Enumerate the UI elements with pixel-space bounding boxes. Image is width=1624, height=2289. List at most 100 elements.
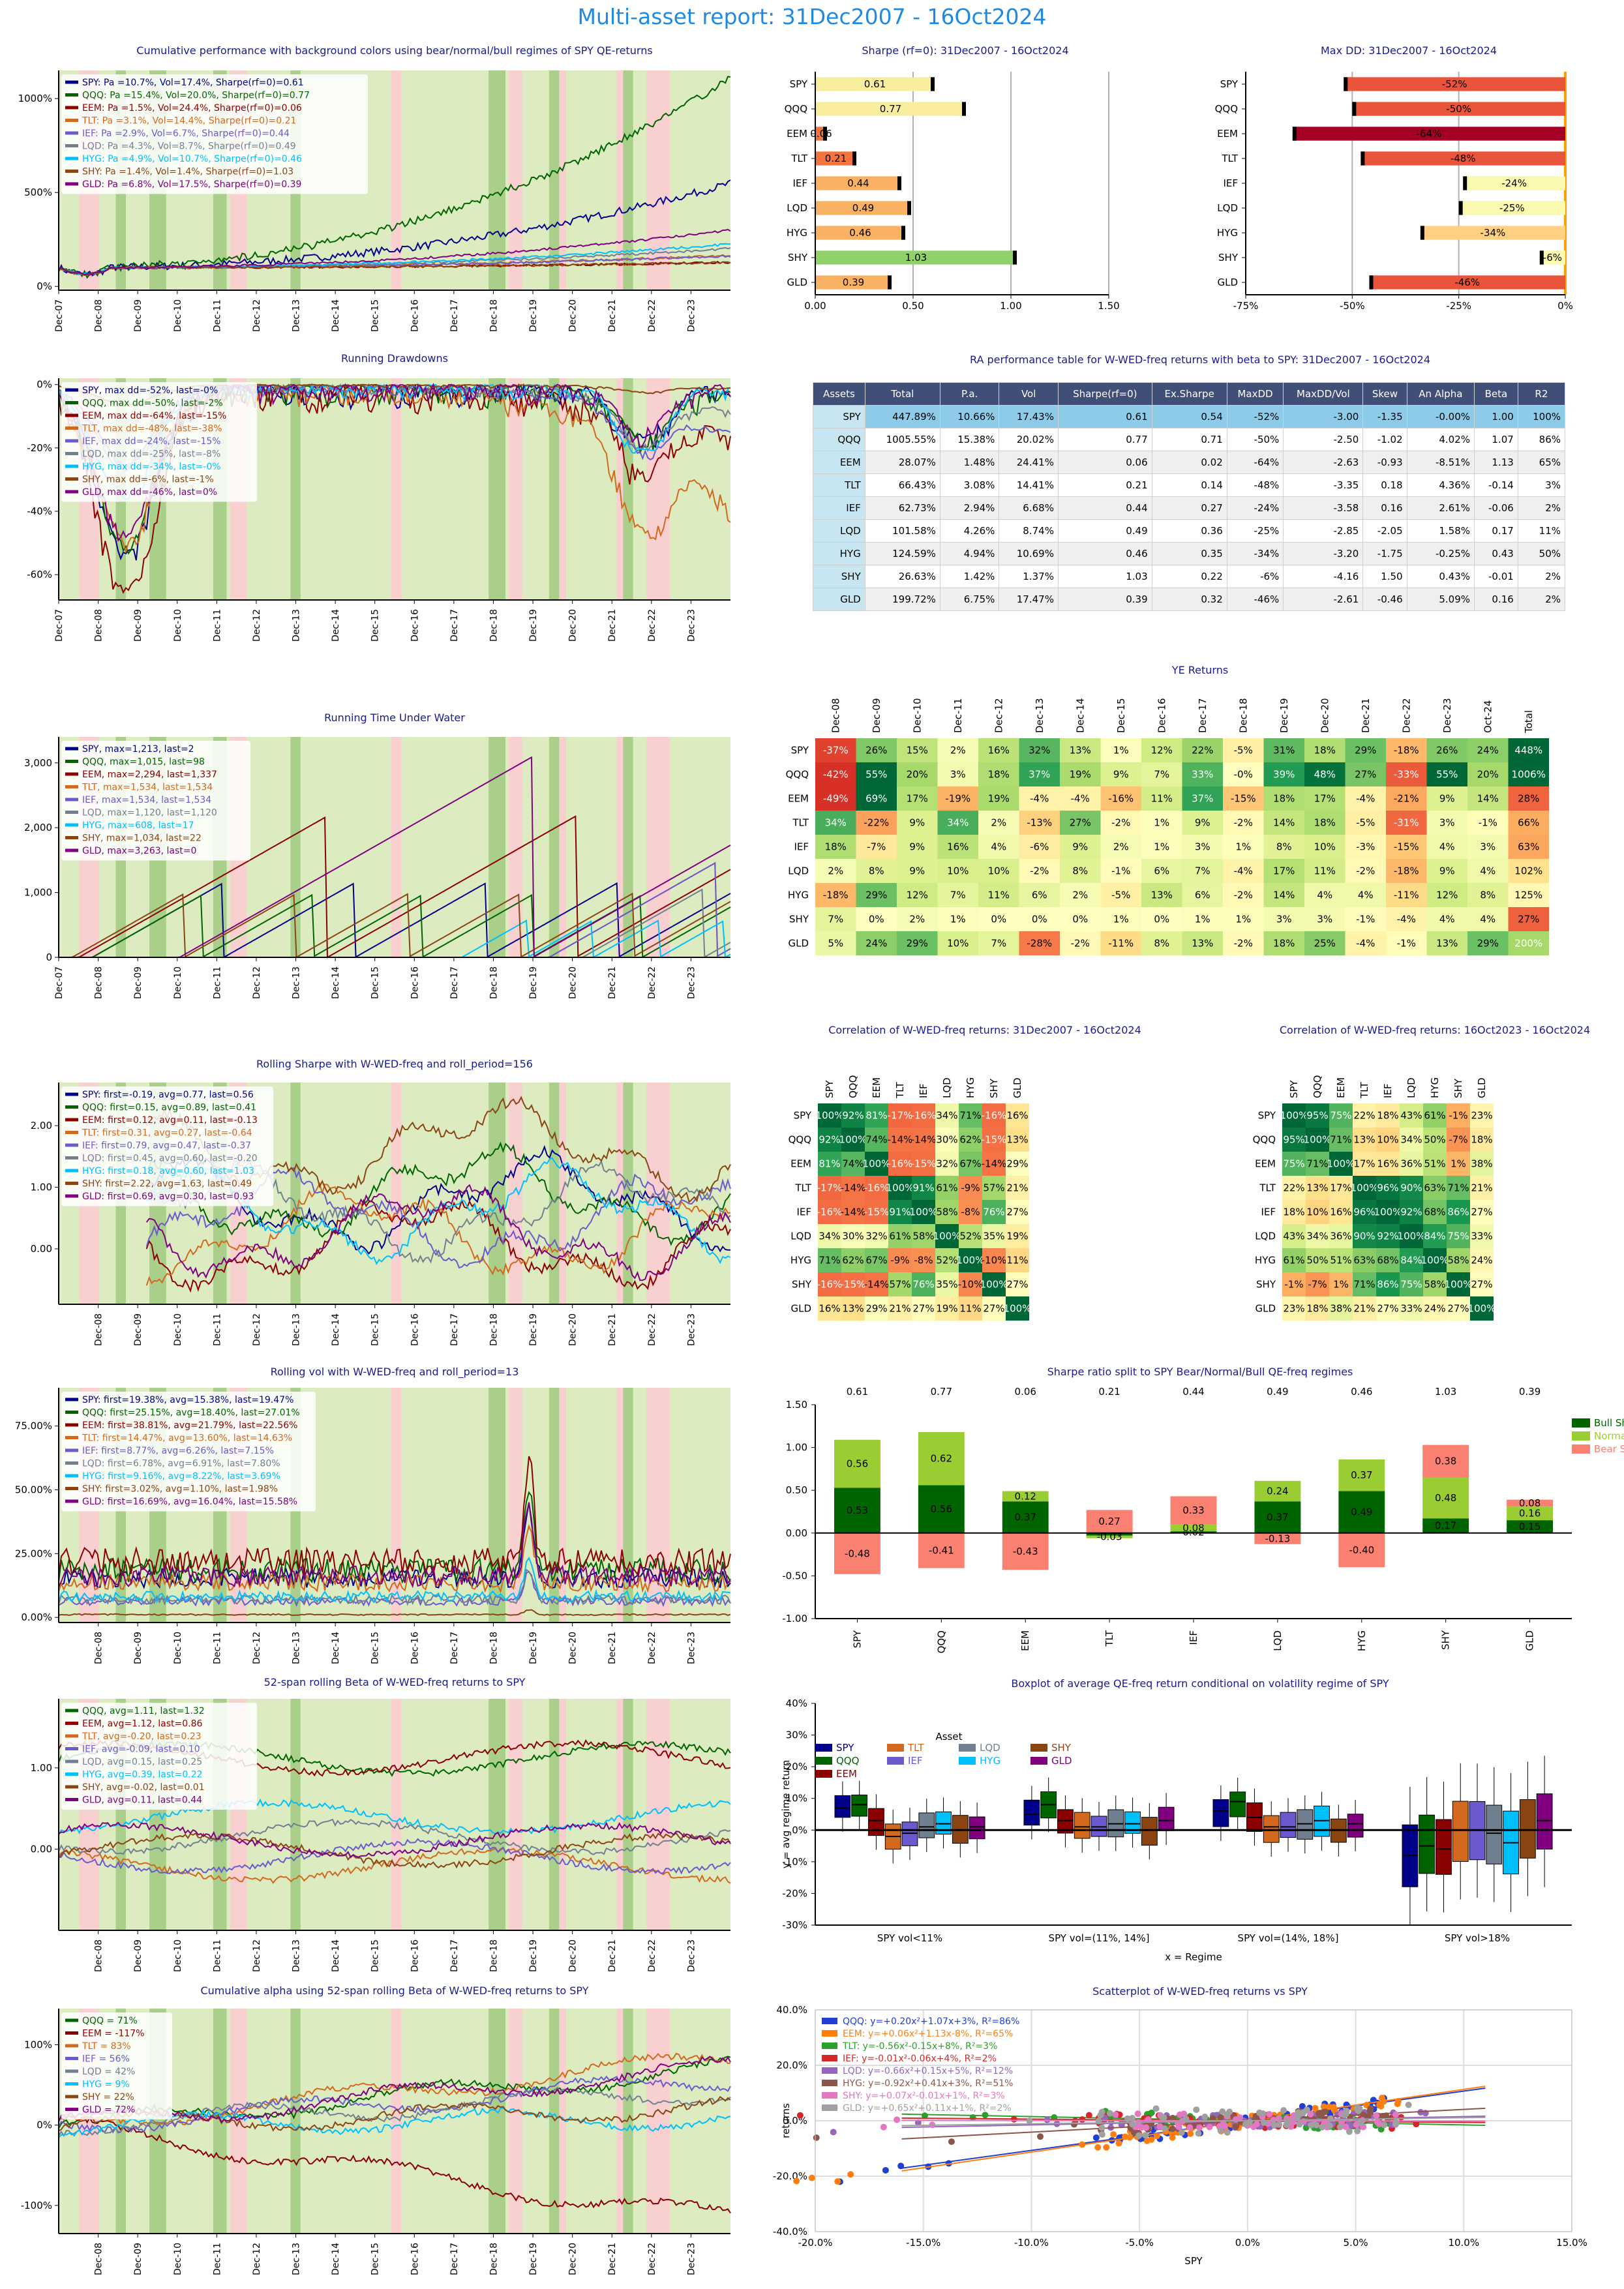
bear-regime-band: [559, 737, 566, 957]
heatmap-value: -11%: [1394, 890, 1419, 901]
x-tick-label: Dec-15: [370, 2243, 381, 2275]
row-header: EEM: [813, 451, 865, 474]
x-tick-label: Dec-07: [54, 966, 65, 999]
heatmap-value: 63%: [1518, 841, 1539, 853]
legend-entry: EEM: Pa =1.5%, Vol=24.4%, Sharpe(rf=0)=0…: [82, 103, 302, 113]
heatmap-cell: [1006, 1296, 1029, 1321]
bear-regime-band: [616, 1083, 624, 1304]
bar-bear-sharpe: [1422, 1444, 1469, 1478]
bar-normal-sharpe: [1002, 1491, 1049, 1502]
series-line-QQQ: [58, 76, 731, 279]
x-tick-label: Dec-21: [607, 966, 618, 999]
scatter-point: [1137, 2124, 1145, 2131]
table-cell: 5.09%: [1406, 588, 1475, 611]
heatmap-value: 74%: [842, 1158, 864, 1170]
table-cell: 14.41%: [999, 473, 1059, 497]
heatmap-value: 125%: [1514, 890, 1542, 901]
heatmap-cell: [1263, 859, 1304, 883]
heatmap-cell: [1223, 931, 1264, 955]
legend-entry: TLT, max=1,534, last=1,534: [82, 783, 213, 793]
bar-value-label: -6%: [1543, 252, 1562, 263]
bar-value-label: 0.33: [1182, 1504, 1204, 1516]
heatmap-cell: [1141, 811, 1182, 835]
legend-entry: SHY: [1051, 1742, 1072, 1754]
heatmap-cell: [897, 762, 938, 786]
heatmap-value: -15%: [1394, 841, 1419, 853]
heatmap-value: 92%: [1400, 1206, 1422, 1218]
heatmap-cell: [1306, 1272, 1329, 1296]
bear-regime-band: [646, 1083, 670, 1304]
table-cell: -2.50: [1283, 428, 1364, 451]
series-line-SHY: [59, 892, 731, 959]
total-label: 0.06: [1015, 1386, 1036, 1398]
x-tick-label: Dec-12: [252, 1632, 262, 1664]
x-tick-label: Dec-21: [607, 1939, 618, 1972]
bull-regime-band: [489, 2009, 505, 2234]
heatmap-value: 71%: [1353, 1279, 1375, 1291]
column-header: IEF: [918, 1083, 929, 1098]
table-cell: 0.16: [1362, 496, 1407, 520]
column-header: Dec-18: [1237, 698, 1249, 733]
heatmap-value: 1%: [1235, 914, 1251, 925]
scatter-point: [1284, 2117, 1291, 2125]
legend-entry: EEM: first=0.12, avg=0.11, last=-0.13: [82, 1115, 258, 1126]
bull-regime-band: [489, 1699, 505, 1930]
heatmap-cell: [865, 1272, 888, 1296]
bar-value-label: 0.46: [849, 227, 871, 239]
heatmap-cell: [1426, 811, 1467, 835]
legend-swatch: [959, 1744, 976, 1752]
heatmap-value: 100%: [1004, 1303, 1032, 1315]
legend-entry: HYG: first=9.16%, avg=8.22%, last=3.69%: [82, 1471, 280, 1482]
box-QQQ: [851, 1794, 868, 1817]
box-SPY: [1023, 1799, 1040, 1826]
heatmap-cell: [1508, 931, 1549, 955]
table-row: TLT 66.43% 3.08% 14.41% 0.21 0.14 -48% -3.35 0.1…: [813, 473, 1566, 497]
heatmap-value: 4%: [1480, 865, 1496, 877]
series-line-GLD: [58, 228, 731, 276]
x-tick-label: Dec-09: [133, 1939, 143, 1972]
scatter-point: [1129, 2115, 1136, 2122]
heatmap-cell: [856, 907, 897, 931]
row-header: TLT: [813, 473, 865, 497]
box-EEM: [868, 1808, 884, 1836]
row-header: EEM: [1255, 1158, 1276, 1170]
heatmap-cell: [1282, 1103, 1306, 1128]
heatmap-value: -16%: [888, 1158, 913, 1170]
heatmap-cell: [1467, 907, 1509, 931]
bull-regime-band: [489, 70, 505, 290]
bar-value-label: 0.08: [1182, 1522, 1204, 1534]
heatmap-cell: [1182, 835, 1223, 859]
heatmap-cell: [841, 1200, 865, 1224]
x-tick-label: Dec-14: [331, 1939, 341, 1972]
heatmap-cell: [1386, 931, 1427, 955]
heatmap-cell: [1182, 907, 1223, 931]
scatter-point: [1037, 2133, 1044, 2140]
table-cell: 101.58%: [864, 519, 940, 543]
heatmap-cell: [1306, 1176, 1329, 1200]
scatter-point: [1342, 2123, 1349, 2131]
legend-box: [61, 1086, 273, 1206]
heatmap-value: -15%: [982, 1134, 1007, 1146]
heatmap-cell: [1282, 1296, 1306, 1321]
heatmap-cell: [1006, 1176, 1029, 1200]
y-tick-label: 3,000: [24, 757, 52, 769]
heatmap-cell: [1386, 883, 1427, 907]
bear-regime-band: [616, 2009, 624, 2234]
bar-value-label: 0.16: [1519, 1508, 1541, 1519]
scatter-point: [1295, 2109, 1302, 2116]
heatmap-value: 13%: [1070, 745, 1091, 756]
bar-value-label: -46%: [1454, 277, 1480, 288]
table-header: MaxDD/Vol: [1283, 382, 1364, 406]
legend: QQQ: y=+0.20x²+1.07x+3%, R²=86%EEM: y=+0…: [822, 2016, 1019, 2114]
series-line-SPY: [145, 1144, 731, 1255]
scatter-point: [948, 2138, 955, 2146]
bar-end-marker: [962, 102, 966, 116]
column-header: Dec-11: [952, 698, 964, 733]
heatmap-cell: [1345, 786, 1386, 811]
y-tick-label: -100%: [21, 2200, 52, 2211]
legend: QQQ = 71%EEM = -117%TLT = 83%IEF = 56%LQ…: [61, 2012, 172, 2119]
legend-entry: LQD = 42%: [82, 2067, 135, 2077]
heatmap-cell: [1423, 1103, 1447, 1128]
heatmap-cell: [1447, 1128, 1470, 1152]
bear-regime-band: [616, 70, 624, 290]
